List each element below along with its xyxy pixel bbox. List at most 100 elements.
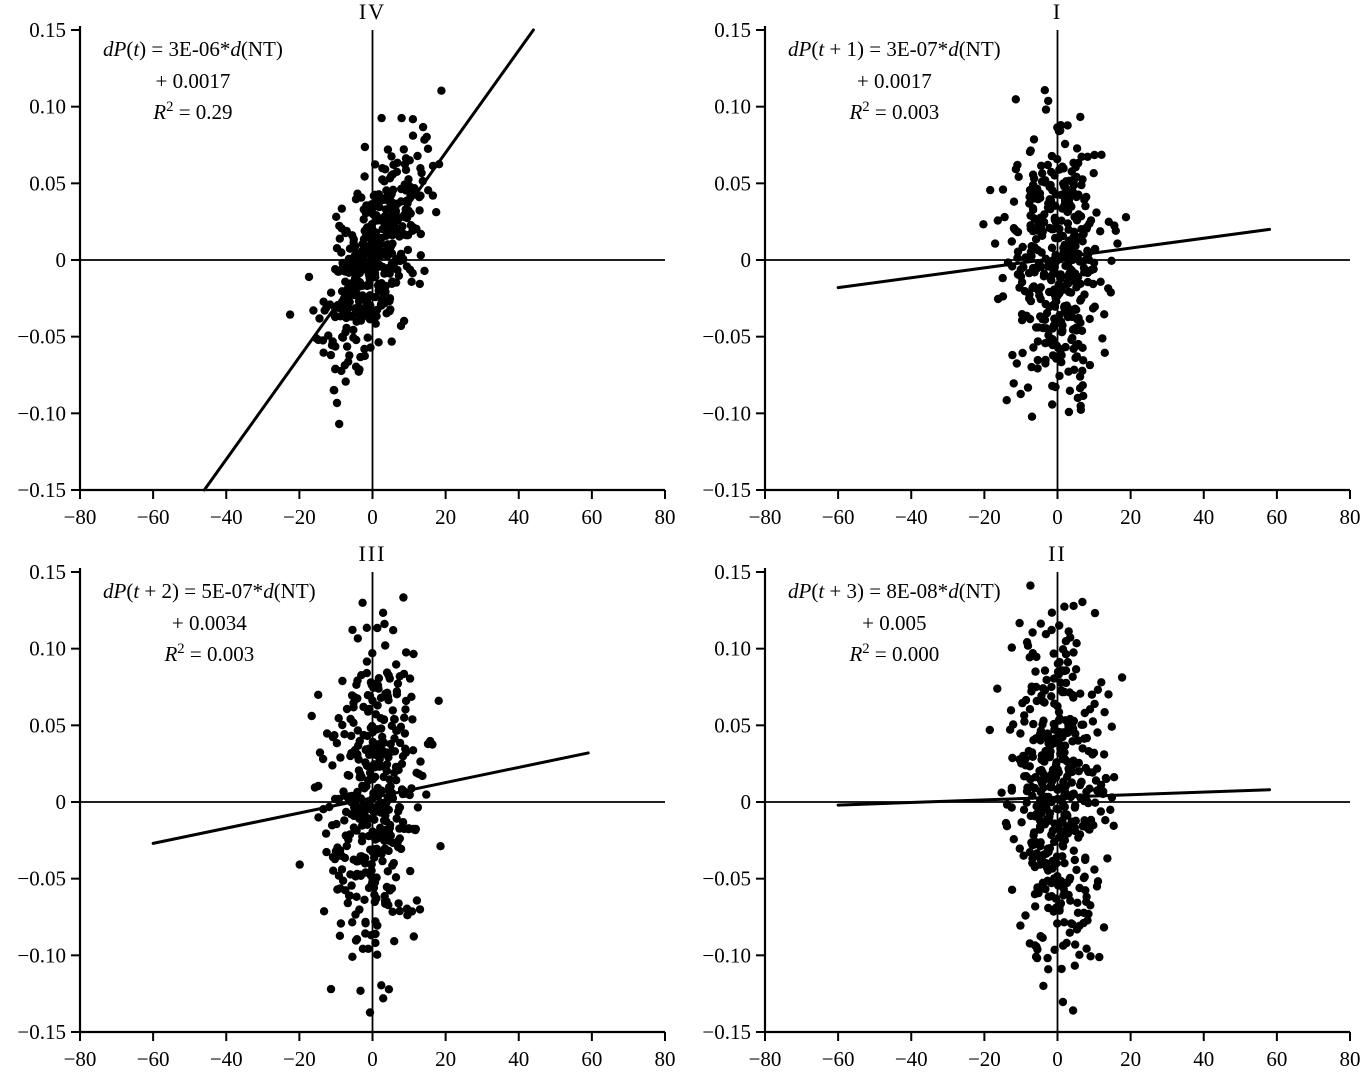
data-point — [1036, 822, 1045, 831]
data-point — [1036, 788, 1045, 797]
data-point — [338, 876, 348, 885]
data-point — [1065, 200, 1074, 209]
data-point — [1044, 331, 1053, 340]
data-point — [392, 814, 401, 823]
data-point — [1091, 798, 1100, 807]
data-point — [1058, 997, 1068, 1007]
data-point — [1020, 717, 1029, 726]
data-point — [346, 714, 355, 724]
data-point — [1082, 892, 1091, 902]
x-tick-label: 40 — [508, 1047, 529, 1071]
data-point — [1032, 953, 1042, 963]
data-point — [383, 249, 392, 258]
y-tick-label: 0.10 — [29, 95, 66, 119]
data-point — [423, 739, 433, 749]
data-point — [359, 251, 369, 260]
data-point — [1025, 762, 1034, 771]
equation-segment: R — [849, 642, 863, 666]
data-point — [1061, 728, 1071, 738]
equation-segment: ( — [126, 37, 134, 61]
x-tick-label: −60 — [137, 1047, 170, 1071]
r-squared-line: R2 = 0.000 — [788, 639, 1001, 671]
data-point — [1107, 256, 1116, 265]
data-point — [1040, 86, 1049, 95]
data-point — [368, 827, 377, 836]
data-point — [1033, 337, 1043, 346]
data-point — [1060, 810, 1069, 819]
data-point — [337, 865, 347, 874]
data-point — [1072, 352, 1082, 361]
data-point — [1047, 692, 1056, 701]
data-point — [348, 289, 357, 298]
data-point — [372, 894, 381, 903]
data-point — [343, 770, 352, 780]
data-point — [335, 931, 345, 940]
data-point — [1029, 719, 1038, 729]
data-point — [1069, 846, 1078, 855]
data-point — [1083, 152, 1092, 161]
data-point — [400, 729, 410, 738]
data-point — [1100, 348, 1109, 357]
data-point — [391, 873, 401, 882]
data-point — [1029, 343, 1038, 352]
data-point — [1093, 685, 1103, 694]
data-point — [1036, 619, 1045, 628]
data-point — [367, 860, 376, 869]
data-point — [399, 316, 409, 326]
data-point — [1092, 882, 1102, 891]
y-tick-label: 0.10 — [714, 95, 751, 119]
data-point — [1044, 259, 1053, 268]
x-tick-label: 20 — [435, 505, 456, 529]
data-point — [1043, 876, 1052, 885]
data-point — [383, 867, 392, 876]
data-point — [378, 762, 387, 771]
data-point — [1047, 682, 1056, 692]
data-point — [372, 873, 381, 882]
data-point — [340, 816, 349, 825]
data-point — [382, 882, 392, 892]
data-point — [1063, 219, 1073, 228]
data-point — [417, 168, 426, 178]
data-point — [1045, 182, 1054, 192]
data-point — [334, 714, 343, 723]
data-point — [372, 312, 381, 321]
data-point — [1009, 835, 1018, 844]
data-point — [331, 365, 340, 374]
equation-segment: dP — [788, 37, 812, 61]
data-point — [330, 386, 339, 395]
equation-segment: t — [133, 579, 140, 603]
data-point — [363, 281, 372, 291]
data-point — [1027, 251, 1036, 261]
data-point — [1027, 412, 1037, 421]
data-point — [997, 788, 1006, 797]
equation-segment: R — [849, 100, 863, 124]
data-point — [326, 984, 336, 994]
data-point — [1026, 221, 1035, 230]
data-point — [1023, 383, 1033, 392]
data-point — [1058, 162, 1067, 171]
data-point — [1001, 818, 1011, 828]
data-point — [432, 208, 441, 217]
data-point — [1041, 884, 1050, 894]
data-point — [408, 715, 417, 724]
data-point — [422, 790, 431, 799]
data-point — [351, 801, 361, 810]
x-tick-label: 40 — [1193, 1047, 1214, 1071]
x-tick-label: 80 — [1340, 505, 1361, 529]
data-point — [379, 994, 388, 1003]
data-point — [342, 323, 351, 333]
data-point — [1013, 253, 1022, 262]
data-point — [1016, 272, 1026, 281]
x-tick-label: −20 — [283, 1047, 316, 1071]
data-point — [369, 760, 379, 769]
regression-line — [836, 227, 1272, 290]
data-point — [320, 306, 329, 315]
x-tick-label: 40 — [1193, 505, 1214, 529]
data-point — [378, 746, 387, 755]
data-point — [352, 935, 362, 944]
data-point — [1055, 900, 1064, 909]
data-point — [1016, 921, 1025, 930]
data-point — [1032, 323, 1041, 332]
data-point — [332, 212, 341, 221]
data-point — [1064, 407, 1074, 417]
